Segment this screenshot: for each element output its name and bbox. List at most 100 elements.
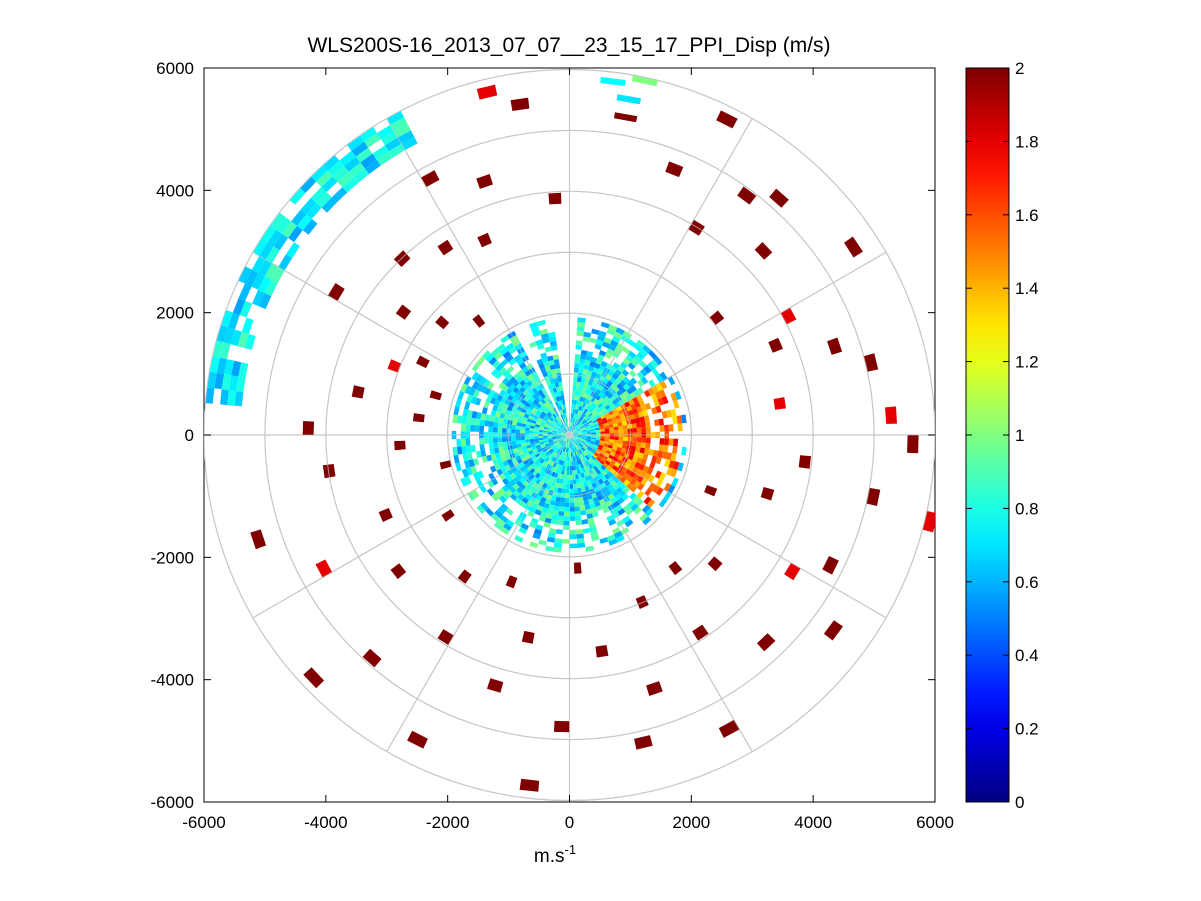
ppi-arc-cell <box>258 276 272 293</box>
ppi-scatter-cell <box>668 561 683 576</box>
ppi-cell <box>558 459 563 465</box>
ppi-cell <box>582 402 587 408</box>
ppi-cell <box>544 441 550 445</box>
ppi-cell <box>525 439 530 443</box>
ppi-cell <box>576 405 581 411</box>
ppi-cell <box>611 372 619 380</box>
ppi-cell <box>614 429 619 434</box>
ppi-cell <box>573 451 576 457</box>
ppi-cell <box>563 437 567 441</box>
ppi-cell <box>566 452 569 457</box>
ppi-cell <box>516 376 524 384</box>
ppi-cell <box>488 443 494 450</box>
ppi-cell <box>611 335 621 343</box>
ppi-cell <box>557 438 563 441</box>
ppi-cell <box>552 354 559 360</box>
ppi-cell <box>564 418 567 423</box>
ppi-cell <box>513 490 521 498</box>
ppi-cell <box>522 448 528 454</box>
ppi-cell <box>585 470 591 476</box>
ppi-cell <box>604 425 610 429</box>
ppi-cell <box>619 476 627 484</box>
ppi-arc-cell <box>237 331 249 348</box>
ppi-cell <box>579 417 584 422</box>
ppi-cell <box>522 416 528 422</box>
ppi-cell <box>629 450 636 456</box>
ppi-cell <box>600 436 606 439</box>
ppi-cell <box>585 409 590 415</box>
ppi-cell <box>556 405 561 411</box>
colorbar-tick-label: 1.6 <box>1015 206 1039 225</box>
ppi-cell <box>560 414 564 420</box>
ppi-cell <box>552 432 557 434</box>
ppi-cell <box>556 416 561 421</box>
x-tick-label: 6000 <box>916 813 954 832</box>
ppi-scatter-cell <box>665 161 684 178</box>
ppi-cell <box>589 478 595 485</box>
ppi-cell <box>598 385 604 392</box>
ppi-cell <box>528 390 535 397</box>
ppi-arc-cell <box>289 188 306 205</box>
ppi-cell <box>526 392 533 399</box>
ppi-cell <box>586 460 591 466</box>
ppi-cell <box>549 378 555 385</box>
ppi-cell <box>555 423 560 428</box>
ppi-cell <box>572 390 576 396</box>
ppi-cell <box>517 446 523 452</box>
ppi-cell <box>553 359 560 365</box>
ppi-arc-cell <box>384 137 402 152</box>
ppi-cell <box>582 445 587 450</box>
ppi-arc-cell <box>302 218 318 235</box>
ppi-cell <box>562 483 567 489</box>
ppi-arc-cell <box>238 362 249 378</box>
ppi-cell <box>555 386 561 392</box>
ppi-cell <box>663 482 672 492</box>
ppi-scatter-cell <box>457 569 472 584</box>
polar-spoke-overlay <box>569 434 753 752</box>
ppi-cell <box>556 459 561 465</box>
ppi-cell <box>552 413 557 419</box>
ppi-cell <box>562 413 565 419</box>
ppi-cell <box>588 444 594 449</box>
ppi-cell <box>597 461 603 468</box>
ppi-cell <box>572 394 576 400</box>
ppi-cell <box>583 414 588 420</box>
ppi-arc-cell <box>332 166 349 182</box>
ppi-cell <box>494 509 503 519</box>
ppi-cell <box>590 402 596 408</box>
ppi-cell <box>599 424 605 428</box>
ppi-arc-cell <box>239 300 253 318</box>
ppi-cell <box>562 451 565 457</box>
ppi-cell <box>521 456 527 462</box>
ppi-cell <box>540 511 548 518</box>
ppi-cell <box>574 440 579 445</box>
ppi-cell <box>573 460 576 466</box>
ppi-cell <box>653 356 663 366</box>
ppi-cell <box>574 469 578 475</box>
ppi-cell <box>636 427 642 433</box>
ppi-cell <box>535 385 541 392</box>
ppi-cell <box>569 516 576 521</box>
ppi-cell <box>636 475 644 483</box>
ppi-cell <box>539 425 545 429</box>
ppi-arc-cell <box>359 126 377 142</box>
ppi-cell <box>674 390 682 400</box>
ppi-cell <box>495 363 504 372</box>
ppi-cell <box>613 477 620 484</box>
ppi-cell <box>547 454 553 459</box>
ppi-cell <box>544 425 550 429</box>
ppi-cell <box>577 430 582 433</box>
ppi-cell <box>550 422 556 427</box>
y-tick-label: 0 <box>185 426 194 445</box>
ppi-cell <box>505 489 513 497</box>
ppi-cell <box>537 490 544 497</box>
ppi-cell <box>511 444 518 450</box>
ppi-cell <box>595 463 601 470</box>
ppi-cell <box>627 362 636 370</box>
ppi-cell <box>598 391 605 398</box>
ppi-cell <box>472 458 480 466</box>
ppi-cell <box>574 441 578 446</box>
ppi-cell <box>530 422 536 427</box>
ppi-cell <box>556 422 561 427</box>
ppi-cell <box>557 487 562 493</box>
